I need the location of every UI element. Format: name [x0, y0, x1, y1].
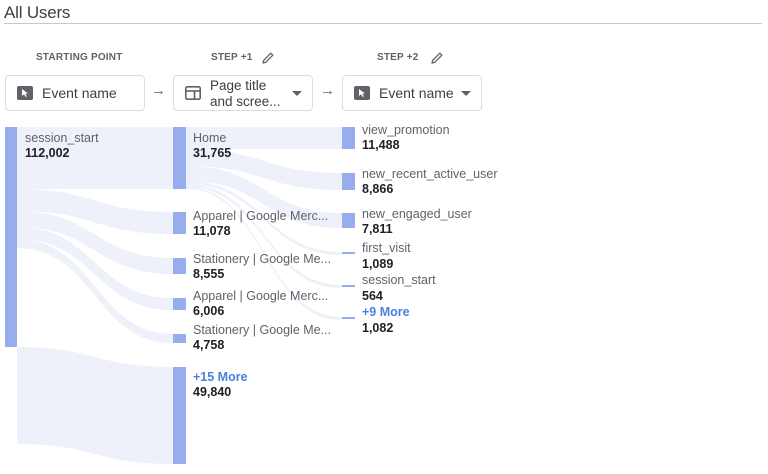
node-value: 6,006 [193, 304, 225, 318]
node-value: 8,555 [193, 267, 225, 281]
column-heading-step-2: STEP +2 [377, 52, 419, 63]
more-nodes-link[interactable]: +9 More [362, 305, 410, 319]
node-bar[interactable] [173, 127, 186, 189]
arrow-right-icon: → [151, 82, 166, 99]
node-value: 564 [362, 289, 383, 303]
flow-band [17, 239, 173, 343]
dimension-label-line-2: and scree... [210, 94, 281, 109]
node-bar[interactable] [342, 173, 355, 190]
node-bar[interactable] [173, 258, 186, 274]
node-value: 49,840 [193, 385, 232, 399]
pencil-icon[interactable] [430, 51, 444, 65]
node-label: Stationery | Google Me... [193, 252, 332, 266]
node-value: 8,866 [362, 182, 394, 196]
node-value: 4,758 [193, 338, 225, 352]
node-value: 11,488 [362, 138, 400, 152]
node-value: 31,765 [193, 146, 232, 160]
title-divider [4, 23, 762, 24]
flow-band [186, 166, 342, 228]
flow-band [186, 181, 342, 255]
more-nodes-link[interactable]: +15 More [193, 370, 248, 384]
dimension-label-line-1: Page title [210, 78, 267, 93]
node-bar[interactable] [342, 127, 355, 149]
chevron-down-icon [292, 91, 302, 96]
dimension-label: Event name [42, 85, 117, 101]
node-value: 1,082 [362, 321, 394, 335]
node-value: 7,811 [362, 222, 393, 236]
flow-band [17, 347, 173, 464]
node-bar[interactable] [342, 213, 355, 228]
node-bar[interactable] [342, 285, 355, 287]
node-label: new_recent_active_user [362, 167, 498, 181]
node-label: Home [193, 131, 227, 145]
node-bar[interactable] [173, 298, 186, 310]
node-bar[interactable] [342, 252, 355, 254]
column-heading-starting-point: STARTING POINT [36, 52, 123, 63]
flow-band [17, 189, 173, 234]
node-bar[interactable] [173, 367, 186, 464]
node-value: 11,078 [193, 224, 231, 238]
step-2-dimension-dropdown[interactable]: Event name [342, 75, 482, 111]
node-label: first_visit [362, 241, 411, 255]
node-value: 112,002 [25, 146, 70, 160]
node-value: 1,089 [362, 257, 394, 271]
node-bar[interactable] [342, 317, 355, 319]
flow-band [186, 187, 342, 320]
flow-band [186, 127, 342, 149]
node-label: Apparel | Google Merc... [193, 289, 329, 303]
node-label: Apparel | Google Merc... [193, 209, 329, 223]
segment-title: All Users [4, 3, 71, 22]
step-1-dimension-dropdown[interactable]: Page title and scree... [173, 75, 313, 111]
node-bar[interactable] [173, 334, 186, 343]
node-label: session_start [362, 273, 436, 287]
arrow-right-icon: → [320, 82, 335, 99]
cursor-icon [17, 86, 33, 100]
column-heading-step-1: STEP +1 [211, 52, 253, 63]
node-label: new_engaged_user [362, 207, 472, 221]
node-bar[interactable] [5, 127, 17, 347]
node-label: Stationery | Google Me... [193, 323, 332, 337]
node-label: session_start [25, 131, 99, 145]
dimension-label: Event name [379, 85, 454, 101]
node-label: view_promotion [362, 123, 450, 137]
starting-point-dimension-selector[interactable]: Event name [5, 75, 145, 111]
chevron-down-icon [461, 91, 471, 96]
flow-band [186, 149, 342, 190]
pencil-icon[interactable] [261, 51, 275, 65]
flow-band [17, 127, 173, 189]
flow-band [186, 184, 342, 288]
page-icon [185, 86, 201, 100]
flow-band [17, 227, 173, 310]
cursor-icon [354, 86, 370, 100]
flow-band [17, 211, 173, 274]
node-bar[interactable] [173, 212, 186, 234]
